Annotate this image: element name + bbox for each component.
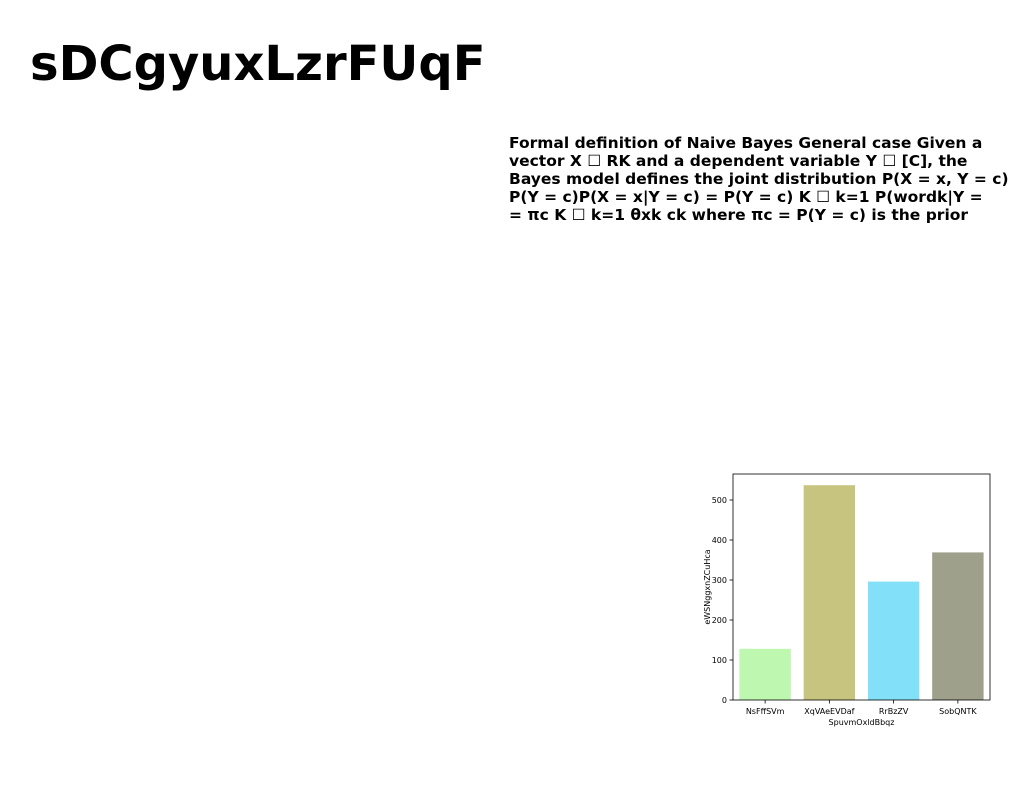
bar-chart: NsFffSVm XqVAeEVDaf RrBzZV SobQNTK 0 100 200 30… [703, 473, 991, 727]
y-tick-label: 200 [712, 616, 727, 625]
page-title: sDCgyuxLzrFUqF [30, 36, 486, 92]
y-tick-label: 400 [712, 536, 727, 545]
body-text: Formal definition of Naive Bayes General… [509, 134, 1024, 226]
x-tick-label: NsFffSVm [746, 707, 785, 716]
x-tick-label: RrBzZV [879, 707, 909, 716]
y-tick-label: 100 [712, 656, 727, 665]
y-tick-label: 500 [712, 496, 727, 505]
body-text-line: Formal definition of Naive Bayes General… [509, 134, 983, 152]
x-tick-label: SobQNTK [939, 707, 977, 716]
x-tick-label: XqVAeEVDaf [804, 707, 854, 716]
y-axis-label: eWSNggxnZCuHca [703, 549, 712, 624]
x-axis-label: SpuvmOxldBbqz [829, 718, 895, 727]
body-text-line: vector X ☐ RK and a dependent variable Y… [509, 152, 968, 170]
y-tick-label: 300 [712, 576, 727, 585]
bar [739, 648, 791, 700]
plot-frame [732, 473, 991, 701]
bar [932, 552, 984, 700]
body-text-line: = πc K ☐ k=1 θxk ck where πc = P(Y = c) … [509, 206, 969, 224]
bar [867, 581, 920, 700]
body-text-line: P(Y = c)P(X = x|Y = c) = P(Y = c) K ☐ k=… [509, 188, 983, 206]
body-text-line: Bayes model defines the joint distributi… [509, 170, 1009, 188]
y-tick-label: 0 [722, 696, 727, 705]
bar [803, 485, 856, 700]
